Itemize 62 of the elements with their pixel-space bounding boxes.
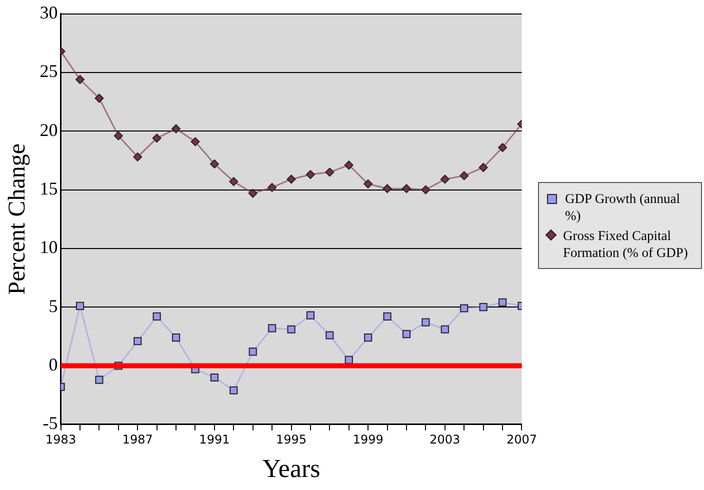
point — [76, 74, 85, 84]
x-tick-label: 1983 — [46, 432, 76, 447]
point — [421, 185, 430, 194]
point — [152, 312, 161, 321]
y-tick-label: 20 — [40, 120, 58, 140]
point — [286, 174, 296, 184]
point — [364, 179, 373, 188]
point — [94, 94, 104, 103]
point — [133, 152, 142, 162]
point — [210, 159, 219, 168]
x-tick-label: 1991 — [199, 432, 230, 447]
point — [306, 311, 315, 320]
point — [95, 376, 104, 384]
point — [344, 160, 354, 170]
point — [460, 304, 468, 312]
point — [76, 302, 84, 310]
point — [268, 324, 276, 332]
x-tick-label: 2003 — [430, 432, 460, 447]
x-tick-label: 2007 — [506, 432, 538, 447]
point — [382, 184, 392, 194]
point — [306, 170, 315, 180]
point — [498, 143, 508, 152]
point — [230, 386, 238, 394]
y-tick-label: 10 — [40, 237, 58, 258]
y-tick-label: 25 — [40, 61, 58, 82]
point — [326, 331, 334, 340]
point — [152, 134, 162, 143]
point — [498, 298, 507, 306]
y-tick-label: 30 — [40, 2, 58, 23]
y-tick-label: -5 — [42, 413, 58, 434]
point — [172, 334, 180, 342]
point — [479, 303, 488, 312]
point — [383, 312, 392, 321]
point — [134, 337, 142, 346]
y-tick-label: 15 — [40, 178, 58, 199]
legend-label: Gross Fixed Capital Formation (% of GDP) — [563, 227, 689, 261]
point — [422, 318, 430, 326]
x-tick-label: 1987 — [122, 432, 153, 447]
y-tick-label: 5 — [48, 296, 58, 316]
point — [460, 171, 469, 180]
point — [364, 334, 372, 342]
point — [325, 168, 334, 177]
point — [440, 325, 449, 334]
point — [210, 373, 218, 382]
point — [440, 174, 450, 184]
point — [478, 162, 488, 172]
y-axis-title: Percent Change — [4, 143, 31, 295]
point — [402, 184, 411, 194]
point — [248, 188, 258, 198]
point — [190, 137, 200, 146]
legend-label: GDP Growth (annual %) — [565, 190, 681, 224]
point — [114, 131, 123, 140]
x-tick-label: 1995 — [276, 432, 307, 447]
x-tick-label: 1999 — [352, 432, 384, 447]
point — [287, 325, 296, 334]
point — [402, 330, 411, 338]
point — [172, 124, 181, 134]
point — [248, 348, 257, 356]
y-tick-label: 0 — [48, 354, 58, 374]
point — [268, 182, 277, 192]
x-axis-title: Years — [262, 454, 320, 484]
point — [229, 177, 238, 186]
